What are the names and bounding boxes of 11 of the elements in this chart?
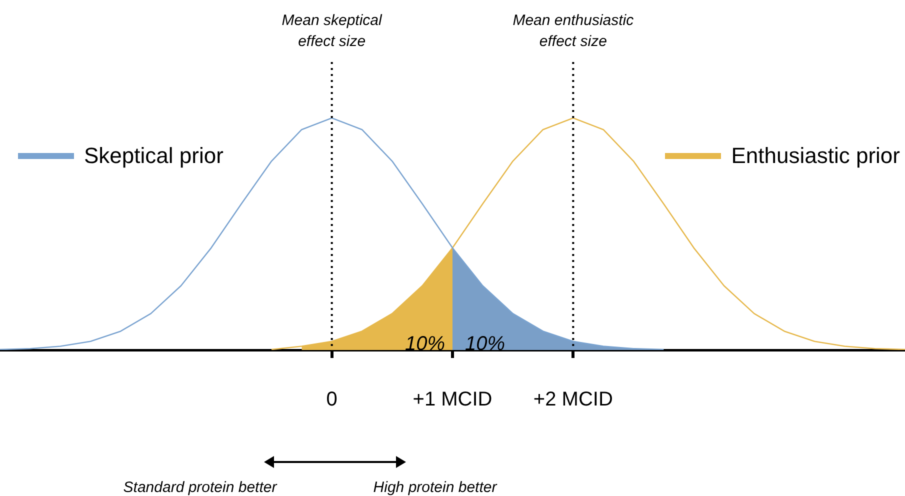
x-tick-label: +1 MCID: [412, 388, 492, 411]
text: High protein better: [373, 479, 498, 496]
ref-line-label: Mean enthusiastic effect size: [512, 12, 634, 50]
x-tick-label: 0: [326, 388, 338, 411]
annotation: 10%: [464, 333, 506, 355]
ref-line-label: Mean skeptical effect size: [282, 12, 383, 50]
x-tick-label: +2 MCID: [533, 388, 613, 411]
annotation: 10%: [404, 333, 446, 355]
text: Standard protein better: [123, 479, 278, 496]
legend-label: Skeptical prior: [84, 143, 224, 169]
legend-label: Enthusiastic prior: [731, 143, 900, 169]
